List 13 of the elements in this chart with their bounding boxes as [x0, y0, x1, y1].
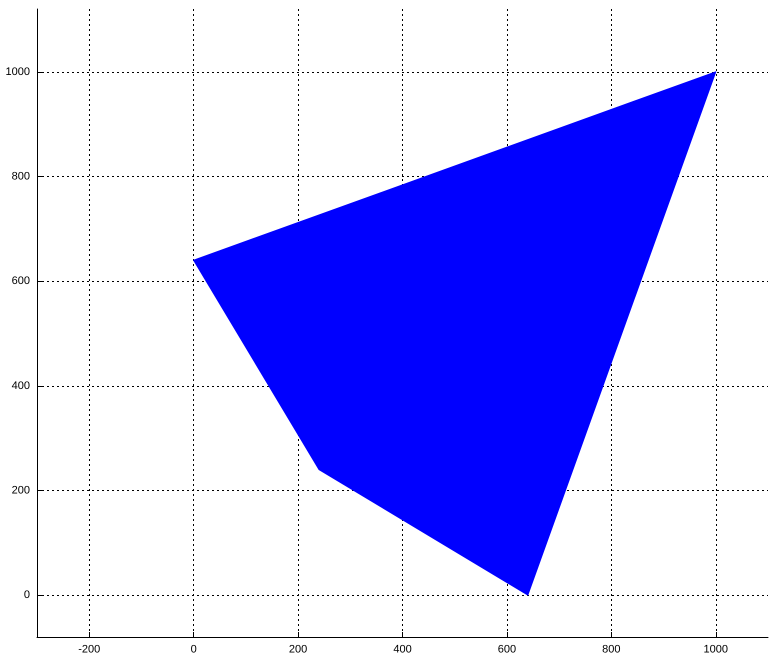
x-tick-label: 200 [288, 644, 308, 655]
x-tick-label: 1000 [704, 644, 728, 655]
y-tick-label: 1000 [6, 66, 30, 78]
x-tick-label: 600 [498, 644, 516, 655]
y-tick-label: 0 [24, 589, 30, 602]
y-tick-label: 200 [12, 484, 30, 496]
x-tick-label: 800 [602, 644, 621, 655]
x-tick-label: 0 [190, 644, 197, 655]
x-tick-label: 400 [393, 644, 412, 655]
y-tick-label: 400 [12, 380, 30, 392]
x-tick-label: -200 [78, 644, 100, 655]
y-tick-label: 800 [12, 170, 30, 182]
y-tick-label: 600 [12, 275, 30, 288]
